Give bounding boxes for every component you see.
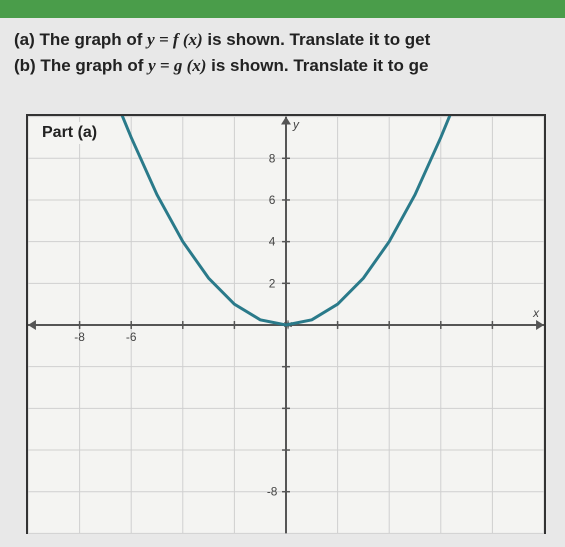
- prompt-b: (b) The graph of y = g (x) is shown. Tra…: [14, 56, 565, 76]
- svg-text:4: 4: [269, 235, 276, 249]
- prompt-b-prefix: (b) The graph of: [14, 56, 148, 75]
- svg-text:8: 8: [269, 151, 276, 165]
- prompt-a-prefix: (a) The graph of: [14, 30, 147, 49]
- svg-text:y: y: [292, 118, 300, 132]
- question-header-band: [0, 0, 565, 18]
- svg-text:-6: -6: [126, 330, 137, 344]
- svg-text:-8: -8: [74, 330, 85, 344]
- prompt-a-suffix: is shown. Translate it to get: [207, 30, 430, 49]
- svg-text:2: 2: [269, 276, 276, 290]
- question-content: (a) The graph of y = f (x) is shown. Tra…: [14, 30, 565, 82]
- prompt-a-math: y = f (x): [147, 30, 202, 49]
- svg-text:-8: -8: [267, 485, 278, 499]
- prompt-b-math: y = g (x): [148, 56, 206, 75]
- graph-part-a: Part (a) yx-8-68642-8✶: [26, 114, 546, 534]
- svg-text:x: x: [532, 306, 540, 320]
- svg-text:6: 6: [269, 193, 276, 207]
- prompt-b-suffix: is shown. Translate it to ge: [211, 56, 428, 75]
- part-label: Part (a): [38, 122, 101, 144]
- coordinate-plane: yx-8-68642-8✶: [28, 116, 544, 534]
- prompt-a: (a) The graph of y = f (x) is shown. Tra…: [14, 30, 565, 50]
